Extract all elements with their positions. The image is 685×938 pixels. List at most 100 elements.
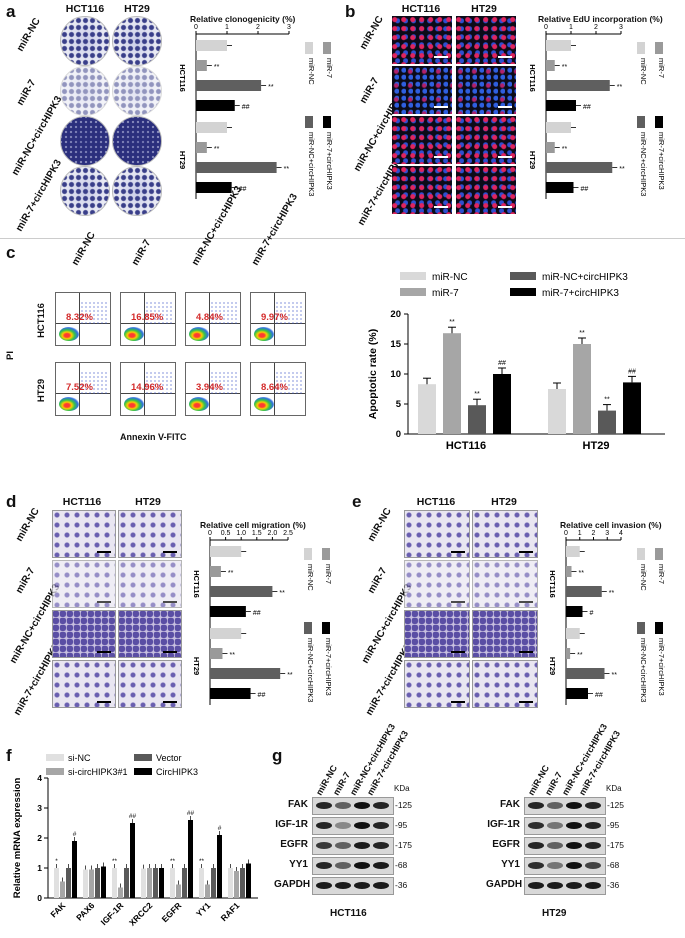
invasion-image xyxy=(472,660,538,708)
bar xyxy=(210,628,242,639)
bar xyxy=(566,606,583,617)
bar xyxy=(83,869,88,898)
significance-mark: ** xyxy=(609,590,615,597)
tick-label: 3 xyxy=(619,24,623,31)
significance-mark: ## xyxy=(239,186,247,193)
edu-image xyxy=(392,66,452,114)
legend-label: Vector xyxy=(156,753,182,763)
y-axis-label: Relative mRNA expression xyxy=(12,778,23,899)
kda-label: KDa xyxy=(394,784,410,793)
legend-label: miR-NC+circHIPK3 xyxy=(639,132,648,196)
panel-c-bar-chart: miR-NC miR-NC+circHIPK3 miR-7 miR-7+circHIP… xyxy=(367,272,665,452)
significance-mark: ** xyxy=(449,319,455,326)
bar xyxy=(196,162,277,173)
bar xyxy=(228,868,233,898)
kda-size: -125 xyxy=(607,800,625,810)
category-label: RAF1 xyxy=(219,900,242,923)
bar xyxy=(210,546,242,557)
protein-band xyxy=(354,802,370,809)
blot-strip xyxy=(312,837,394,855)
bar xyxy=(240,868,245,898)
significance-mark: # xyxy=(218,825,222,832)
group-label: HCT116 xyxy=(528,64,537,92)
bar xyxy=(546,162,613,173)
protein-band xyxy=(354,862,370,869)
legend-label: miR-7+circHIPK3 xyxy=(325,132,334,190)
legend-label: miR-7+circHIPK3 xyxy=(542,288,619,299)
tick-label: 0 xyxy=(194,24,198,31)
bar xyxy=(546,182,574,193)
bar xyxy=(210,606,246,617)
tick-label: 10 xyxy=(390,369,401,380)
group-label: HCT116 xyxy=(192,570,201,598)
protein-band xyxy=(354,822,370,829)
significance-mark: # xyxy=(73,831,77,838)
legend-swatch xyxy=(637,622,645,634)
migration-image xyxy=(118,610,182,658)
cell-population xyxy=(189,397,209,411)
protein-band xyxy=(547,842,563,849)
bar xyxy=(118,887,123,898)
significance-mark: ** xyxy=(579,570,585,577)
bar xyxy=(210,648,223,659)
kda-size: -36 xyxy=(607,880,620,890)
cell-population xyxy=(254,327,274,341)
legend-swatch xyxy=(510,288,536,296)
gate-line xyxy=(209,293,210,345)
panel-c-letter: c xyxy=(6,243,16,262)
blot-strip xyxy=(312,857,394,875)
protein-band xyxy=(566,882,582,889)
legend-swatch xyxy=(323,42,331,54)
flow-plot: 4.84% xyxy=(185,292,241,346)
significance-mark: ** xyxy=(612,672,618,679)
panel-c-col-label: miR-NC xyxy=(70,230,98,268)
significance-mark: ** xyxy=(474,391,480,398)
invasion-image xyxy=(472,510,538,558)
category-label: IGF-1R xyxy=(99,900,126,927)
legend-label: miR-NC xyxy=(306,564,315,591)
scatter-points xyxy=(210,301,238,325)
significance-mark: ** xyxy=(229,652,235,659)
bar xyxy=(210,566,221,577)
bar xyxy=(566,648,571,659)
significance-mark: ** xyxy=(279,590,285,597)
protein-band xyxy=(316,802,332,809)
kda-label: KDa xyxy=(606,784,622,793)
scatter-points xyxy=(145,301,173,325)
legend-swatch xyxy=(655,116,663,128)
bar xyxy=(101,866,106,898)
invasion-image xyxy=(472,610,538,658)
panel-b-row-label: miR-7 xyxy=(358,75,382,106)
tick-label: 1.0 xyxy=(236,530,246,537)
significance-mark: ** xyxy=(617,84,623,91)
legend-swatch xyxy=(304,622,312,634)
bar xyxy=(210,586,273,597)
edu-image xyxy=(456,166,516,214)
protein-band xyxy=(354,842,370,849)
protein-band xyxy=(585,822,601,829)
legend-label: miR-NC xyxy=(307,58,316,85)
protein-label: EGFR xyxy=(280,839,308,850)
panel-e-row-label: miR-7 xyxy=(366,565,390,596)
kda-size: -68 xyxy=(395,860,408,870)
protein-band xyxy=(373,802,389,809)
bar xyxy=(170,868,175,898)
panel-a-bar-chart: 0 1 2 3 HCT116 ** ** ## HT29 ** ** ## miR-NC miR-7 miR… xyxy=(178,24,334,199)
cell-line-label: HT29 xyxy=(542,908,567,919)
legend-swatch xyxy=(400,288,426,296)
significance-mark: ** xyxy=(228,570,234,577)
gate-line xyxy=(274,363,275,415)
bar xyxy=(60,881,65,898)
panel-e-chart-title: Relative cell invasion (%) xyxy=(560,520,662,530)
bar xyxy=(112,868,117,898)
tick-label: 1.5 xyxy=(252,530,262,537)
panel-d-col-hct116: HCT116 xyxy=(62,496,102,508)
apoptosis-percent: 8.32% xyxy=(66,312,93,323)
panel-e-row-label: miR-NC xyxy=(366,506,394,544)
protein-band xyxy=(585,882,601,889)
significance-mark: ** xyxy=(112,858,118,865)
legend-swatch xyxy=(400,272,426,280)
colony-dish-image xyxy=(60,16,110,66)
cell-population xyxy=(59,397,79,411)
bar xyxy=(217,835,222,898)
